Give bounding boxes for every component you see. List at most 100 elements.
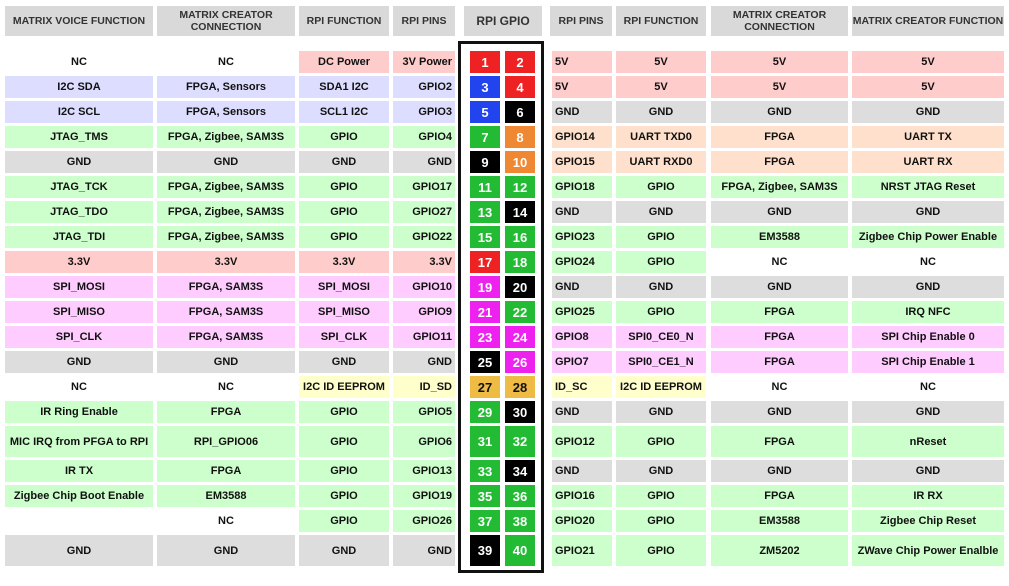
right-rpi-function-cell: GND (616, 201, 706, 223)
gpio-pin: 36 (505, 485, 535, 507)
right-rpi-pin-cell: GPIO8 (552, 326, 612, 348)
left-matrix-creator-connection-cell: 3.3V (157, 251, 295, 273)
right-matrix-creator-function-cell: ZWave Chip Power Enalble (852, 535, 1004, 566)
right-rpi-function-cell: GND (616, 276, 706, 298)
gpio-pin: 4 (505, 76, 535, 98)
right-matrix-creator-function-cell: GND (852, 101, 1004, 123)
left-matrix-voice-function-cell: JTAG_TDO (5, 201, 153, 223)
gpio-pin: 40 (505, 535, 535, 566)
left-rpi-function-cell: GPIO (299, 485, 389, 507)
left-rpi-function-cell: GPIO (299, 176, 389, 198)
left-matrix-voice-function-cell: NC (5, 51, 153, 73)
right-rpi-pin-cell: GPIO14 (552, 126, 612, 148)
right-rpi-function-cell: 5V (616, 76, 706, 98)
gpio-pin: 11 (470, 176, 500, 198)
right-matrix-creator-connection-cell: FPGA (711, 485, 848, 507)
right-rpi-function-cell: GPIO (616, 510, 706, 532)
left-rpi-pin-cell: GPIO2 (393, 76, 455, 98)
right-rpi-pin-cell: GPIO25 (552, 301, 612, 323)
gpio-pin: 29 (470, 401, 500, 423)
left-matrix-voice-function-cell: GND (5, 535, 153, 566)
gpio-pin: 9 (470, 151, 500, 173)
right-matrix-creator-function-cell: IRQ NFC (852, 301, 1004, 323)
left-matrix-voice-function-cell: GND (5, 151, 153, 173)
gpio-pin: 27 (470, 376, 500, 398)
right-rpi-pin-cell: 5V (552, 51, 612, 73)
left-rpi-pin-cell: GPIO19 (393, 485, 455, 507)
gpio-pin: 32 (505, 426, 535, 457)
gpio-pin: 18 (505, 251, 535, 273)
left-rpi-function-cell: GPIO (299, 510, 389, 532)
gpio-pin: 21 (470, 301, 500, 323)
gpio-pin: 19 (470, 276, 500, 298)
left-matrix-voice-function-cell: IR Ring Enable (5, 401, 153, 423)
gpio-pin: 25 (470, 351, 500, 373)
gpio-pin: 33 (470, 460, 500, 482)
left-matrix-creator-connection-cell: NC (157, 51, 295, 73)
left-matrix-creator-connection-cell: FPGA, Zigbee, SAM3S (157, 176, 295, 198)
left-rpi-function-cell: GPIO (299, 226, 389, 248)
right-rpi-function-cell: SPI0_CE1_N (616, 351, 706, 373)
right-rpi-pin-cell: GND (552, 401, 612, 423)
right-matrix-creator-connection-cell: 5V (711, 51, 848, 73)
left-matrix-creator-connection-cell: FPGA (157, 401, 295, 423)
left-matrix-voice-function-cell: MIC IRQ from PFGA to RPI (5, 426, 153, 457)
right-rpi-function-cell: GPIO (616, 485, 706, 507)
column-header: RPI PINS (550, 6, 612, 36)
left-rpi-pin-cell: GPIO6 (393, 426, 455, 457)
left-matrix-voice-function-cell: SPI_MISO (5, 301, 153, 323)
left-rpi-function-cell: DC Power (299, 51, 389, 73)
left-rpi-pin-cell: GND (393, 151, 455, 173)
right-rpi-pin-cell: 5V (552, 76, 612, 98)
left-rpi-function-cell: SPI_MISO (299, 301, 389, 323)
left-matrix-creator-connection-cell: FPGA, Zigbee, SAM3S (157, 126, 295, 148)
right-matrix-creator-connection-cell: FPGA (711, 301, 848, 323)
right-rpi-pin-cell: GPIO18 (552, 176, 612, 198)
left-rpi-function-cell: GND (299, 351, 389, 373)
right-matrix-creator-connection-cell: GND (711, 460, 848, 482)
right-rpi-function-cell: GPIO (616, 426, 706, 457)
left-rpi-pin-cell: GND (393, 535, 455, 566)
left-matrix-creator-connection-cell: GND (157, 351, 295, 373)
right-matrix-creator-connection-cell: FPGA (711, 126, 848, 148)
gpio-pin: 7 (470, 126, 500, 148)
right-matrix-creator-connection-cell: NC (711, 376, 848, 398)
right-rpi-function-cell: GPIO (616, 301, 706, 323)
left-matrix-creator-connection-cell: NC (157, 510, 295, 532)
right-matrix-creator-function-cell: NRST JTAG Reset (852, 176, 1004, 198)
left-rpi-function-cell: GPIO (299, 426, 389, 457)
right-matrix-creator-function-cell: 5V (852, 76, 1004, 98)
right-matrix-creator-connection-cell: FPGA, Zigbee, SAM3S (711, 176, 848, 198)
left-rpi-function-cell: SPI_MOSI (299, 276, 389, 298)
right-rpi-pin-cell: ID_SC (552, 376, 612, 398)
right-matrix-creator-function-cell: GND (852, 401, 1004, 423)
gpio-pin: 17 (470, 251, 500, 273)
left-rpi-function-cell: GPIO (299, 201, 389, 223)
left-matrix-creator-connection-cell: FPGA, Sensors (157, 101, 295, 123)
right-matrix-creator-function-cell: UART TX (852, 126, 1004, 148)
left-matrix-creator-connection-cell: FPGA, Zigbee, SAM3S (157, 201, 295, 223)
right-rpi-function-cell: GPIO (616, 176, 706, 198)
gpio-pin: 13 (470, 201, 500, 223)
right-rpi-pin-cell: GPIO23 (552, 226, 612, 248)
column-header: RPI FUNCTION (616, 6, 706, 36)
right-rpi-pin-cell: GND (552, 201, 612, 223)
gpio-pin: 16 (505, 226, 535, 248)
column-header: MATRIX VOICE FUNCTION (5, 6, 153, 36)
right-matrix-creator-function-cell: GND (852, 276, 1004, 298)
left-rpi-function-cell: GND (299, 151, 389, 173)
right-matrix-creator-connection-cell: EM3588 (711, 226, 848, 248)
gpio-pin: 24 (505, 326, 535, 348)
left-rpi-function-cell: GPIO (299, 126, 389, 148)
right-matrix-creator-function-cell: Zigbee Chip Power Enable (852, 226, 1004, 248)
left-matrix-creator-connection-cell: EM3588 (157, 485, 295, 507)
right-rpi-pin-cell: GND (552, 276, 612, 298)
right-matrix-creator-function-cell: NC (852, 376, 1004, 398)
right-rpi-pin-cell: GPIO15 (552, 151, 612, 173)
gpio-pin: 10 (505, 151, 535, 173)
right-matrix-creator-function-cell: GND (852, 201, 1004, 223)
column-header: MATRIX CREATOR FUNCTION (852, 6, 1004, 36)
left-rpi-function-cell: GPIO (299, 460, 389, 482)
left-rpi-pin-cell: GND (393, 351, 455, 373)
right-rpi-pin-cell: GND (552, 101, 612, 123)
